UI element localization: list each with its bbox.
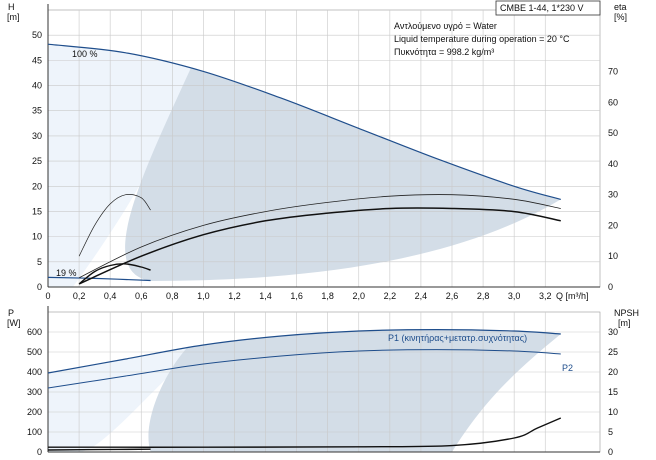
bottom-series-line-0 [47,328,561,374]
bottom-y-right-tick-label: 20 [608,367,618,377]
operating-area-bottom [148,329,561,452]
x-tick-label: 3,0 [508,291,521,301]
x-tick-label: 3,2 [539,291,552,301]
top-y-right-unit: [%] [614,12,627,22]
top-y-left-tick-label: 35 [32,106,42,116]
x-tick-label: 2,4 [415,291,428,301]
bottom-y-right-tick-label: 0 [608,447,613,457]
top-y-left-tick-label: 30 [32,131,42,141]
top-y-right-tick-label: 20 [608,220,618,230]
top-y-left-tick-label: 50 [32,30,42,40]
bottom-y-left-tick-label: 100 [27,427,42,437]
x-tick-label: 1,2 [228,291,241,301]
bottom-y-right-tick-label: 25 [608,347,618,357]
top-y-right-tick-label: 70 [608,67,618,77]
top-y-left-tick-label: 15 [32,206,42,216]
bottom-y-right-tick-label: 15 [608,387,618,397]
top-y-left-tick-label: 10 [32,232,42,242]
bottom-series-line-3 [47,448,151,451]
pump-title: CMBE 1-44, 1*230 V [500,3,584,13]
bottom-y-right-tick-label: 10 [608,407,618,417]
top-series-line-2 [78,194,151,257]
top-series-line-1 [47,276,151,282]
top-y-right-tick-label: 50 [608,128,618,138]
bottom-series-line-2 [47,417,562,448]
low-speed-area [48,44,191,288]
x-tick-label: 2,6 [446,291,459,301]
curve-label-100: 100 % [72,49,98,59]
top-y-left-tick-label: 40 [32,81,42,91]
axes: 0 0,2 0,4 0,6 0,8 1,0 1,2 1,4 1,6 1,8 2,0 2,2 2,4 2,6… [27,4,618,457]
x-tick-label: 2,0 [353,291,366,301]
annotation-density: Πυκνότητα = 998.2 kg/m³ [394,47,494,57]
top-y-right-tick-label: 30 [608,190,618,200]
x-tick-label: 2,8 [477,291,490,301]
top-series-line-4 [78,194,561,279]
top-y-left-label: H [8,2,15,12]
x-tick-label: 0,4 [104,291,117,301]
bottom-y-right-label: NPSH [614,308,639,318]
top-y-left-tick-label: 25 [32,156,42,166]
curve-label-19: 19 % [56,268,77,278]
annotation-temperature: Liquid temperature during operation = 20… [394,34,570,44]
x-tick-label: 1,0 [197,291,210,301]
labels: H [m] eta [%] Q [m³/h] P [W] NPSH [m] CM… [7,0,639,373]
bottom-y-left-unit: [W] [7,318,21,328]
x-tick-label: 1,8 [321,291,334,301]
top-series-line-5 [78,207,561,285]
annotation-liquid: Αντλούμενο υγρό = Water [394,21,497,31]
top-y-right-tick-label: 60 [608,97,618,107]
x-tick-label: 0,8 [166,291,179,301]
series [47,43,562,451]
top-y-left-unit: [m] [7,12,20,22]
top-y-right-tick-label: 10 [608,251,618,261]
x-tick-label: 0 [45,291,50,301]
bottom-series-line-1 [47,349,561,389]
x-tick-label: 1,4 [259,291,272,301]
operating-range-shading [47,9,601,453]
bottom-y-left-tick-label: 600 [27,327,42,337]
top-y-left-tick-label: 5 [37,257,42,267]
top-y-right-tick-label: 40 [608,159,618,169]
bottom-y-right-tick-label: 5 [608,427,613,437]
x-tick-label: 1,6 [290,291,303,301]
x-axis-label: Q [m³/h] [556,291,589,301]
bottom-y-left-label: P [8,308,14,318]
bottom-y-left-tick-label: 200 [27,407,42,417]
x-tick-label: 2,2 [384,291,397,301]
pump-title-box [495,0,601,16]
top-y-right-tick-label: 0 [608,282,613,292]
bottom-y-right-unit: [m] [618,318,631,328]
top-y-left-tick-label: 20 [32,181,42,191]
top-y-left-tick-label: 45 [32,55,42,65]
bottom-y-right-tick-label: 30 [608,327,618,337]
bottom-y-left-tick-label: 0 [37,447,42,457]
series-label-p1: P1 (κινητήρας+μετατρ.συχνότητας) [388,333,527,343]
bottom-y-left-tick-label: 400 [27,367,42,377]
bottom-y-left-tick-label: 300 [27,387,42,397]
x-tick-label: 0,2 [73,291,86,301]
series-label-p2: P2 [562,363,573,373]
top-y-right-label: eta [614,2,627,12]
top-y-left-tick-label: 0 [37,282,42,292]
x-tick-label: 0,6 [135,291,148,301]
top-series-line-3 [78,263,151,285]
top-series-line-0 [47,43,561,200]
bottom-y-left-tick-label: 500 [27,347,42,357]
